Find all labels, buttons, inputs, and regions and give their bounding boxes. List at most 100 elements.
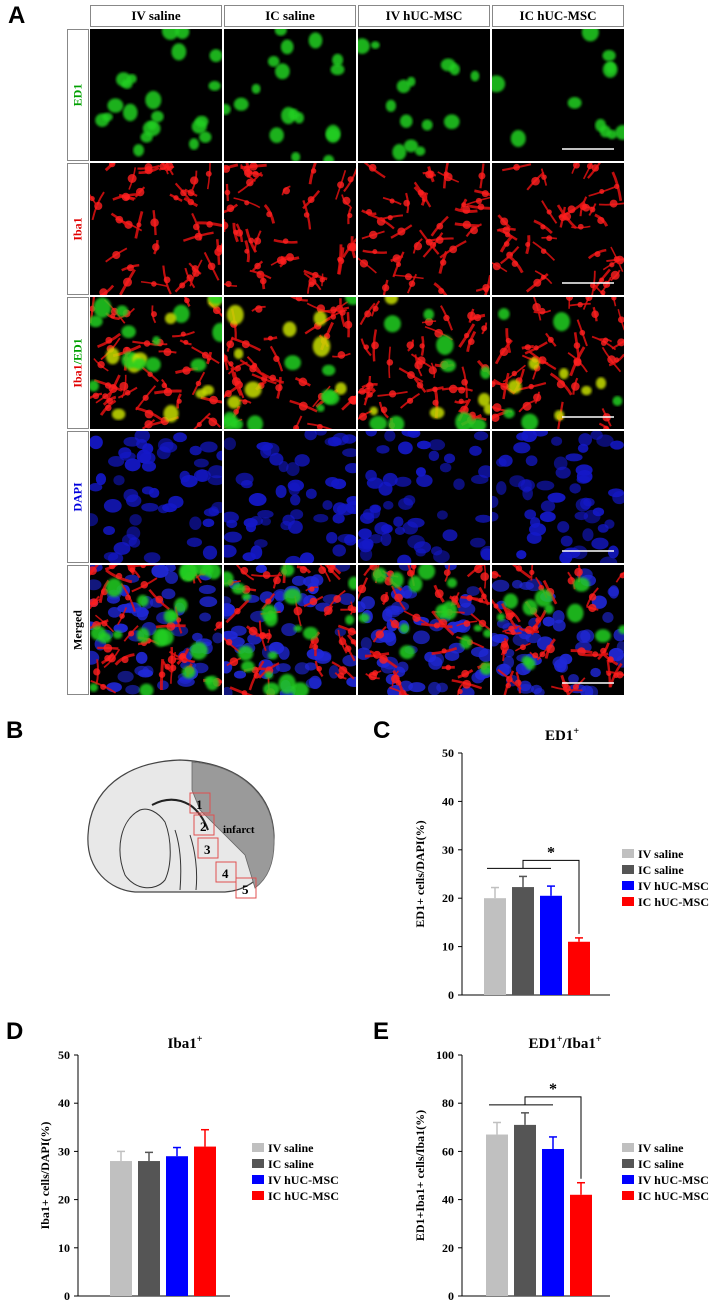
- bar-3: [568, 941, 590, 995]
- significance-star: *: [547, 844, 555, 861]
- row-label-ed1-text: ED1: [70, 83, 85, 107]
- y-tick-label: 80: [442, 1096, 454, 1110]
- micro-cell-overlay-1: [224, 297, 356, 429]
- row-label-merged-text: Merged: [70, 610, 85, 650]
- y-tick-label: 50: [442, 746, 454, 760]
- bar-0: [484, 898, 506, 995]
- region-box-2: [193, 814, 215, 836]
- legend-label-2: IV hUC-MSC: [638, 1173, 709, 1187]
- row-label-iba1-text: Iba1: [70, 217, 85, 241]
- legend-swatch-3: [622, 1191, 634, 1200]
- region-label-4: 4: [222, 866, 229, 881]
- sig-bracket: [522, 859, 580, 934]
- legend-swatch-0: [622, 1143, 634, 1152]
- y-tick-label: 0: [64, 1289, 70, 1300]
- legend-swatch-0: [252, 1143, 264, 1152]
- region-label-3: 3: [204, 842, 211, 857]
- micro-cell-blue-2: [358, 431, 490, 563]
- micro-cell-merged-3: [492, 565, 624, 695]
- panel-b-label: B: [6, 717, 24, 744]
- row-label-iba1-ed1-text: Iba1/ED1: [71, 338, 86, 387]
- y-tick-label: 0: [448, 988, 454, 1002]
- y-tick-label: 40: [442, 1193, 454, 1207]
- bar-1: [138, 1161, 160, 1296]
- legend-label-1: IC saline: [638, 1157, 684, 1171]
- region-box-3: [197, 837, 219, 859]
- legend-swatch-1: [622, 865, 634, 874]
- chart-iba1: Iba1+ 0 10 20 30 40 50 Iba1+ cells/DAPI(%) IV sa…: [38, 1034, 339, 1300]
- y-tick-label: 40: [442, 794, 454, 808]
- panel-a-label: A: [8, 2, 26, 29]
- region-label-5: 5: [242, 882, 249, 897]
- column-header-ic-saline: IC saline: [224, 5, 356, 27]
- row-label-dapi-text: DAPI: [70, 482, 85, 512]
- y-axis-label: Iba1+ cells/DAPI(%): [38, 1122, 52, 1230]
- legend-swatch-1: [252, 1159, 264, 1168]
- legend-label-1: IC saline: [638, 863, 684, 877]
- legend-label-0: IV saline: [638, 847, 684, 861]
- micro-cell-merged-1: [224, 565, 356, 695]
- legend-swatch-2: [252, 1175, 264, 1184]
- legend-swatch-1: [622, 1159, 634, 1168]
- brain-schematic: 1 2 3 4 5 infarct: [87, 759, 275, 899]
- y-tick-label: 40: [58, 1096, 70, 1110]
- legend-swatch-3: [622, 897, 634, 906]
- region-box-1: [189, 792, 211, 814]
- y-axis-label: ED1+ cells/DAPI(%): [413, 820, 427, 927]
- legend-swatch-2: [622, 881, 634, 890]
- region-label-1: 1: [196, 797, 203, 812]
- bar-1: [512, 887, 534, 995]
- chart-ed1: ED1+ 0 10 20 30 40 50 ED1+ cells/DAPI(%) * IV sal…: [413, 726, 709, 1002]
- region-label-2: 2: [200, 819, 207, 834]
- bar-2: [166, 1156, 188, 1296]
- micro-cell-merged-0: [90, 565, 222, 695]
- legend-label-2: IV hUC-MSC: [268, 1173, 339, 1187]
- row-label-iba1: Iba1: [67, 163, 89, 295]
- y-axis-label: ED1+Iba1+ cells/Iba1(%): [413, 1110, 427, 1241]
- micro-cell-overlay-2: [358, 297, 490, 429]
- micro-cell-blue-3: [492, 431, 624, 563]
- micro-cell-merged-2: [358, 565, 490, 695]
- row-label-iba1-part: Iba1: [70, 364, 85, 388]
- micro-cell-red-3: [492, 163, 624, 295]
- micro-cell-overlay-0: [90, 297, 222, 429]
- legend-swatch-3: [252, 1191, 264, 1200]
- bar-0: [486, 1134, 508, 1296]
- infarct-area-icon: [191, 761, 275, 889]
- legend-label-0: IV saline: [268, 1141, 314, 1155]
- legend-swatch-2: [622, 1175, 634, 1184]
- y-tick-label: 0: [448, 1289, 454, 1300]
- micro-cell-green-0: [90, 29, 222, 161]
- y-tick-label: 50: [58, 1048, 70, 1062]
- chart-title: ED1+/Iba1+: [528, 1034, 601, 1052]
- row-label-merged: Merged: [67, 565, 89, 695]
- y-tick-label: 10: [58, 1241, 70, 1255]
- chart-title: Iba1+: [168, 1034, 203, 1052]
- significance-star: *: [549, 1081, 557, 1098]
- ventricle-outline-icon: [119, 808, 171, 889]
- row-label-dapi: DAPI: [67, 431, 89, 563]
- micro-cell-overlay-3: [492, 297, 624, 429]
- legend-label-3: IC hUC-MSC: [638, 895, 709, 909]
- micro-cell-blue-1: [224, 431, 356, 563]
- bar-2: [542, 1148, 564, 1296]
- chart-ed1-iba1: ED1+/Iba1+ 0 20 40 60 80 100 ED1+Iba1+ cells/Ib…: [413, 1034, 709, 1300]
- sig-bracket: [524, 1096, 582, 1179]
- legend-label-3: IC hUC-MSC: [268, 1189, 339, 1203]
- legend-label-2: IV hUC-MSC: [638, 879, 709, 893]
- legend-label-0: IV saline: [638, 1141, 684, 1155]
- micro-cell-red-1: [224, 163, 356, 295]
- y-tick-label: 20: [442, 891, 454, 905]
- microscopy-image-grid: [90, 29, 624, 695]
- column-header-iv-saline: IV saline: [90, 5, 222, 27]
- y-tick-label: 100: [436, 1048, 454, 1062]
- legend-label-3: IC hUC-MSC: [638, 1189, 709, 1203]
- y-tick-label: 30: [58, 1144, 70, 1158]
- row-label-iba1-ed1: Iba1/ED1: [67, 297, 89, 429]
- infarct-label: infarct: [223, 824, 255, 836]
- y-tick-label: 20: [442, 1241, 454, 1255]
- column-header-ic-huc-msc: IC hUC-MSC: [492, 5, 624, 27]
- region-box-4: [215, 861, 237, 883]
- y-tick-label: 10: [442, 940, 454, 954]
- column-header-iv-huc-msc: IV hUC-MSC: [358, 5, 490, 27]
